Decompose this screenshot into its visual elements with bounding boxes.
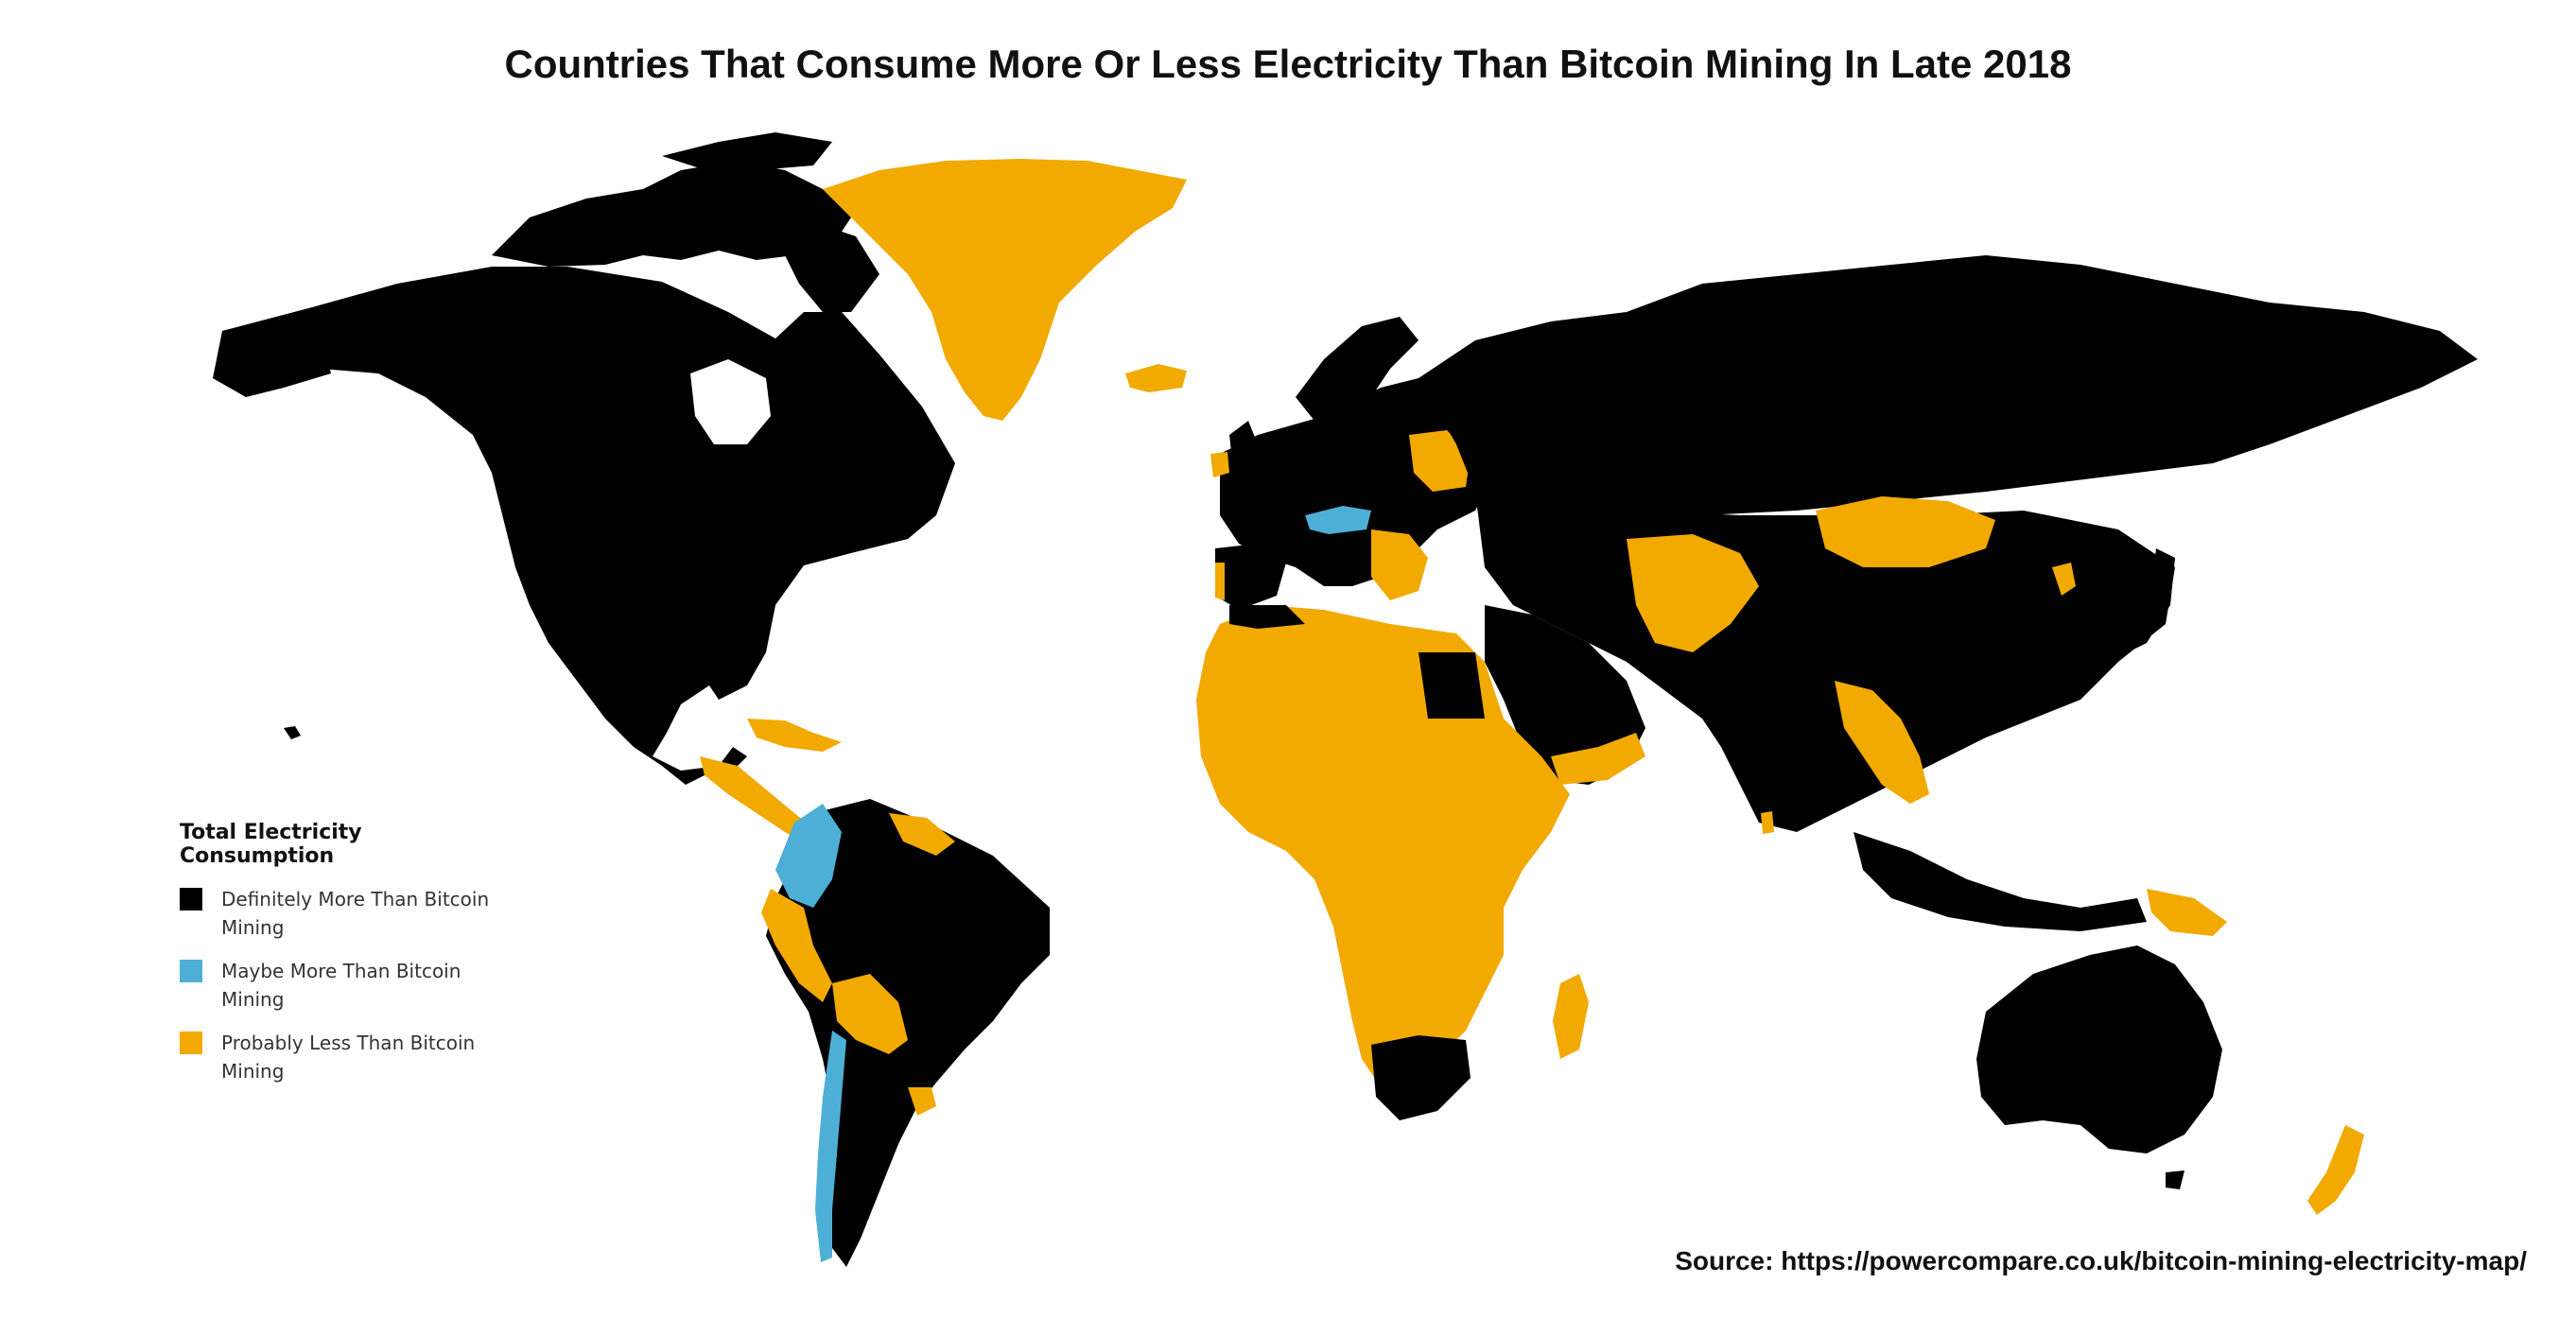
region-caribbean	[747, 719, 842, 752]
region-eastern-europe	[1409, 430, 1471, 492]
region-png	[2147, 889, 2227, 936]
region-portugal	[1215, 563, 1225, 600]
region-japan	[2128, 548, 2175, 652]
region-iceland	[1125, 364, 1187, 392]
region-europe	[1220, 378, 1494, 586]
region-bolivia-paraguay	[832, 974, 908, 1054]
region-ellesmere	[662, 132, 832, 170]
region-north-africa	[1229, 605, 1305, 629]
legend-label-maybe: Maybe More Than Bitcoin Mining	[221, 960, 461, 1011]
region-korea	[2052, 563, 2076, 596]
region-greenland	[823, 159, 1187, 421]
region-hudson-bay	[690, 359, 771, 444]
region-central-america	[700, 756, 818, 846]
region-mongolia	[1816, 496, 1995, 567]
region-scandinavia	[1296, 317, 1419, 421]
region-sri-lanka	[1761, 811, 1774, 834]
region-austria	[1305, 506, 1371, 534]
region-uk	[1229, 421, 1258, 477]
region-colombia	[775, 804, 842, 908]
legend-label-more: Definitely More Than Bitcoin Mining	[221, 888, 490, 939]
region-yemen	[1551, 733, 1645, 785]
region-balkans	[1371, 529, 1428, 600]
map-title: Countries That Consume More Or Less Elec…	[504, 42, 2072, 86]
region-alaska	[213, 317, 331, 397]
region-north-america	[222, 267, 955, 785]
region-africa	[1196, 605, 1570, 1087]
region-guianas	[889, 813, 955, 856]
region-peru	[761, 889, 832, 1002]
legend: Total Electricity Consumption Definitely…	[180, 821, 520, 1101]
legend-item-more: Definitely More Than Bitcoin Mining	[180, 885, 520, 942]
legend-item-less: Probably Less Than Bitcoin Mining	[180, 1029, 520, 1085]
region-madagascar	[1553, 974, 1589, 1059]
region-russia	[1419, 255, 2478, 515]
region-egypt	[1419, 652, 1485, 719]
region-central-asia	[1627, 534, 1759, 652]
region-south-africa	[1371, 1035, 1471, 1120]
legend-title: Total Electricity Consumption	[180, 821, 362, 868]
legend-item-maybe: Maybe More Than Bitcoin Mining	[180, 957, 520, 1014]
region-baffin	[775, 222, 879, 312]
region-uruguay	[908, 1087, 936, 1116]
region-new-zealand	[2307, 1125, 2364, 1215]
region-arctic-islands	[492, 161, 851, 267]
legend-label-less: Probably Less Than Bitcoin Mining	[221, 1032, 476, 1083]
region-hawaii	[284, 726, 301, 739]
legend-swatch-less	[180, 1032, 202, 1054]
region-tasmania	[2166, 1171, 2184, 1189]
legend-swatch-maybe	[180, 960, 202, 982]
region-chile	[815, 1031, 846, 1262]
region-australia	[1976, 945, 2222, 1153]
legend-swatch-more	[180, 888, 202, 910]
region-southeast-asia	[1835, 681, 1929, 804]
region-iberia	[1215, 544, 1286, 610]
region-ireland	[1210, 452, 1229, 477]
source-citation: Source: https://powercompare.co.uk/bitco…	[1675, 1246, 2527, 1275]
region-indonesia	[1854, 832, 2147, 931]
